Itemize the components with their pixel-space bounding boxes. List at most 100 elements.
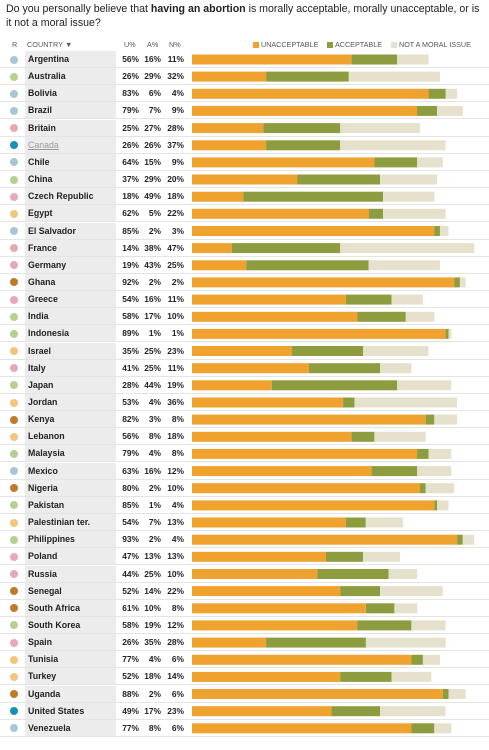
bar-acceptable[interactable] <box>417 448 429 459</box>
bar-not-moral[interactable] <box>462 534 475 545</box>
table-row[interactable]: France 14% 38% 47% <box>0 239 489 257</box>
bar-unacceptable[interactable] <box>192 88 429 99</box>
bar-acceptable[interactable] <box>231 243 341 254</box>
table-row[interactable]: South Korea 58% 19% 12% <box>0 616 489 634</box>
bar-unacceptable[interactable] <box>192 346 292 356</box>
country-name[interactable]: El Salvador <box>28 225 76 236</box>
country-name[interactable]: Egypt <box>28 208 53 219</box>
table-row[interactable]: Czech Republic 18% 49% 18% <box>0 188 489 206</box>
bar-acceptable[interactable] <box>357 311 406 322</box>
country-name[interactable]: Jordan <box>28 397 58 407</box>
bar-not-moral[interactable] <box>340 140 446 151</box>
header-region[interactable]: R <box>12 40 18 49</box>
bar-unacceptable[interactable] <box>192 157 375 168</box>
bar-acceptable[interactable] <box>371 466 418 477</box>
bar-acceptable[interactable] <box>297 174 381 185</box>
bar-unacceptable[interactable] <box>192 551 326 562</box>
bar-acceptable[interactable] <box>374 157 418 168</box>
country-name[interactable]: United States <box>28 705 85 716</box>
bar-unacceptable[interactable] <box>192 294 346 305</box>
country-name[interactable]: Bolivia <box>28 88 57 99</box>
country-name[interactable]: Venezuela <box>28 722 71 733</box>
bar-not-moral[interactable] <box>445 88 458 99</box>
bar-not-moral[interactable] <box>363 346 429 356</box>
bar-not-moral[interactable] <box>365 637 446 648</box>
table-row[interactable]: Palestinian ter. 54% 7% 13% <box>0 514 489 532</box>
bar-acceptable[interactable] <box>340 586 381 597</box>
bar-unacceptable[interactable] <box>192 723 412 734</box>
country-name[interactable]: Indonesia <box>28 328 70 339</box>
bar-unacceptable[interactable] <box>192 448 418 459</box>
country-name[interactable]: Greece <box>28 294 58 305</box>
bar-acceptable[interactable] <box>266 140 341 151</box>
table-row[interactable]: Venezuela 77% 8% 6% <box>0 719 489 737</box>
bar-acceptable[interactable] <box>417 105 437 116</box>
table-row[interactable]: Philippines 93% 2% 4% <box>0 531 489 549</box>
bar-unacceptable[interactable] <box>192 483 420 494</box>
bar-acceptable[interactable] <box>345 517 366 528</box>
bar-unacceptable[interactable] <box>192 500 435 511</box>
bar-unacceptable[interactable] <box>192 397 344 408</box>
header-unacceptable-pct[interactable]: U% <box>124 40 136 49</box>
bar-not-moral[interactable] <box>363 551 401 562</box>
bar-not-moral[interactable] <box>397 380 452 391</box>
country-name[interactable]: France <box>28 242 57 253</box>
bar-acceptable[interactable] <box>442 689 449 699</box>
country-name[interactable]: Lebanon <box>28 431 65 442</box>
bar-not-moral[interactable] <box>411 620 446 631</box>
table-row[interactable]: Pakistan 85% 1% 4% <box>0 496 489 514</box>
bar-acceptable[interactable] <box>243 191 383 202</box>
table-row[interactable]: Lebanon 56% 8% 18% <box>0 428 489 446</box>
bar-unacceptable[interactable] <box>192 174 298 185</box>
table-row[interactable]: United States 49% 17% 23% <box>0 702 489 720</box>
bar-acceptable[interactable] <box>308 363 381 374</box>
bar-acceptable[interactable] <box>351 54 398 65</box>
bar-not-moral[interactable] <box>417 157 443 168</box>
country-name[interactable]: South Africa <box>28 602 80 613</box>
table-row[interactable]: Tunisia 77% 4% 6% <box>0 651 489 669</box>
header-country-sort[interactable]: COUNTRY ▼ <box>27 40 73 49</box>
bar-unacceptable[interactable] <box>192 260 247 271</box>
table-row[interactable]: Turkey 52% 18% 14% <box>0 668 489 686</box>
bar-acceptable[interactable] <box>345 294 392 305</box>
table-row[interactable]: China 37% 29% 20% <box>0 171 489 189</box>
bar-unacceptable[interactable] <box>192 123 264 134</box>
table-row[interactable]: Greece 54% 16% 11% <box>0 291 489 309</box>
bar-not-moral[interactable] <box>383 208 446 219</box>
bar-unacceptable[interactable] <box>192 277 455 288</box>
bar-unacceptable[interactable] <box>192 328 446 339</box>
bar-unacceptable[interactable] <box>192 311 358 322</box>
bar-not-moral[interactable] <box>340 243 475 254</box>
bar-unacceptable[interactable] <box>192 569 318 579</box>
bar-not-moral[interactable] <box>388 569 418 579</box>
bar-unacceptable[interactable] <box>192 54 352 65</box>
bar-not-moral[interactable] <box>380 174 438 185</box>
bar-unacceptable[interactable] <box>192 603 366 614</box>
country-name[interactable]: Palestinian ter. <box>28 517 91 528</box>
bar-not-moral[interactable] <box>434 723 452 734</box>
table-row[interactable]: India 58% 17% 10% <box>0 308 489 326</box>
bar-acceptable[interactable] <box>291 346 364 356</box>
bar-acceptable[interactable] <box>454 277 460 288</box>
bar-not-moral[interactable] <box>380 586 443 597</box>
country-name[interactable]: Tunisia <box>28 654 59 665</box>
bar-not-moral[interactable] <box>368 260 440 271</box>
bar-unacceptable[interactable] <box>192 71 267 82</box>
country-name[interactable]: South Korea <box>28 619 81 630</box>
header-acceptable-pct[interactable]: A% <box>147 40 159 49</box>
bar-acceptable[interactable] <box>425 414 435 425</box>
country-name[interactable]: Russia <box>28 568 57 579</box>
bar-not-moral[interactable] <box>391 671 432 682</box>
bar-not-moral[interactable] <box>380 363 412 374</box>
bar-acceptable[interactable] <box>271 380 398 391</box>
bar-not-moral[interactable] <box>383 191 435 202</box>
country-name[interactable]: Israel <box>28 345 51 356</box>
table-row[interactable]: Australia 26% 29% 32% <box>0 68 489 86</box>
bar-not-moral[interactable] <box>448 328 452 339</box>
bar-acceptable[interactable] <box>266 637 366 648</box>
bar-acceptable[interactable] <box>457 534 463 545</box>
table-row[interactable]: Uganda 88% 2% 6% <box>0 685 489 703</box>
table-row[interactable]: Indonesia 89% 1% 1% <box>0 325 489 343</box>
table-row[interactable]: Russia 44% 25% 10% <box>0 565 489 583</box>
bar-not-moral[interactable] <box>374 431 426 442</box>
